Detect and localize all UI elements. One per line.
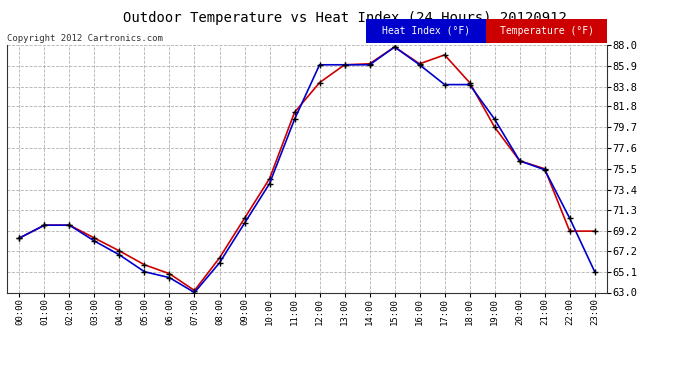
Text: Copyright 2012 Cartronics.com: Copyright 2012 Cartronics.com [7,33,163,42]
Text: Heat Index (°F): Heat Index (°F) [382,26,470,36]
Text: Outdoor Temperature vs Heat Index (24 Hours) 20120912: Outdoor Temperature vs Heat Index (24 Ho… [123,11,567,25]
Text: Temperature (°F): Temperature (°F) [500,26,594,36]
